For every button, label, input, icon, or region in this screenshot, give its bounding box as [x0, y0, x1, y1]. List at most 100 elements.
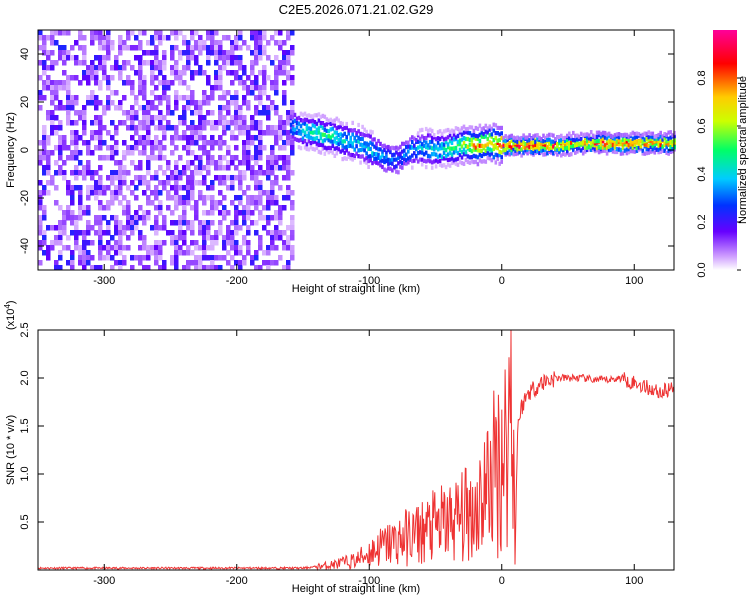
noise-cell: [246, 205, 251, 211]
ridge-cell: [615, 132, 619, 137]
noise-cell: [66, 100, 71, 106]
noise-cell: [186, 145, 191, 151]
noise-cell: [210, 160, 215, 166]
noise-cell: [234, 220, 239, 226]
noise-cell: [150, 140, 155, 146]
noise-cell: [150, 105, 155, 111]
noise-cell: [94, 100, 99, 106]
ridge-cell: [631, 136, 635, 141]
noise-cell: [130, 265, 135, 271]
noise-cell: [210, 125, 215, 131]
noise-cell: [146, 155, 151, 161]
noise-cell: [270, 160, 275, 166]
noise-cell: [58, 135, 63, 141]
noise-cell: [54, 225, 59, 231]
ridge-cell: [355, 139, 358, 144]
ridge-cell: [576, 146, 579, 151]
noise-cell: [122, 65, 127, 71]
noise-cell: [90, 240, 95, 246]
x-tick-label: -200: [226, 275, 248, 287]
noise-cell: [122, 205, 127, 211]
noise-cell: [282, 55, 287, 61]
noise-cell: [138, 165, 143, 171]
noise-cell: [198, 135, 203, 141]
ridge-cell: [615, 140, 619, 145]
ridge-cell: [337, 142, 340, 147]
ridge-cell: [514, 151, 517, 157]
noise-cell: [270, 190, 275, 196]
ridge-cell: [667, 142, 670, 147]
ridge-cell: [309, 135, 313, 140]
noise-cell: [126, 115, 131, 121]
noise-cell: [198, 160, 203, 166]
noise-cell: [62, 135, 67, 141]
ridge-cell: [297, 145, 301, 150]
noise-cell: [94, 75, 99, 81]
noise-cell: [286, 225, 291, 231]
ridge-cell: [607, 147, 611, 152]
noise-cell: [274, 260, 279, 266]
noise-cell: [242, 140, 247, 146]
noise-cell: [198, 105, 203, 111]
ridge-cell: [526, 145, 529, 150]
noise-cell: [194, 180, 199, 186]
noise-cell: [42, 130, 47, 136]
noise-cell: [162, 90, 167, 96]
ridge-cell: [365, 156, 368, 161]
noise-cell: [142, 105, 147, 111]
noise-cell: [38, 75, 43, 81]
ridge-cell: [625, 132, 629, 137]
ridge-cell: [512, 135, 515, 140]
ridge-cell: [516, 151, 519, 156]
noise-cell: [110, 45, 115, 51]
ridge-cell: [381, 144, 384, 149]
ridge-cell: [422, 152, 426, 157]
noise-cell: [254, 160, 259, 166]
ridge-cell: [323, 151, 327, 156]
ridge-cell: [576, 149, 579, 154]
noise-cell: [202, 250, 207, 256]
noise-cell: [62, 145, 67, 151]
noise-cell: [118, 190, 123, 196]
noise-cell: [218, 155, 223, 161]
ridge-cell: [504, 147, 507, 153]
noise-cell: [114, 195, 119, 201]
noise-cell: [78, 250, 83, 256]
ridge-cell: [568, 141, 571, 146]
noise-cell: [106, 230, 111, 236]
noise-cell: [250, 120, 255, 126]
ridge-cell: [337, 125, 340, 130]
ridge-cell: [579, 137, 583, 142]
ridge-cell: [583, 140, 587, 145]
ridge-cell: [361, 124, 364, 129]
ridge-cell: [327, 145, 331, 150]
ridge-cell: [534, 133, 537, 138]
noise-cell: [158, 120, 163, 126]
noise-cell: [214, 175, 219, 181]
ridge-cell: [434, 158, 438, 163]
ridge-cell: [659, 142, 662, 147]
ridge-cell: [397, 170, 400, 175]
ridge-cell: [476, 162, 480, 167]
noise-cell: [186, 135, 191, 141]
noise-cell: [286, 160, 291, 166]
ridge-cell: [333, 139, 337, 144]
noise-cell: [98, 85, 103, 91]
noise-cell: [286, 240, 291, 246]
ridge-cell: [472, 160, 476, 165]
noise-cell: [182, 240, 187, 246]
noise-cell: [202, 235, 207, 241]
noise-cell: [126, 45, 131, 51]
ridge-cell: [329, 145, 333, 151]
ridge-cell: [496, 156, 499, 161]
ridge-cell: [669, 137, 672, 143]
noise-cell: [98, 35, 103, 41]
noise-cell: [66, 260, 71, 266]
noise-cell: [130, 120, 135, 126]
noise-cell: [150, 60, 155, 66]
noise-cell: [82, 205, 87, 211]
noise-cell: [238, 125, 243, 131]
ridge-cell: [303, 130, 307, 135]
noise-cell: [150, 70, 155, 76]
ridge-cell: [649, 144, 653, 150]
